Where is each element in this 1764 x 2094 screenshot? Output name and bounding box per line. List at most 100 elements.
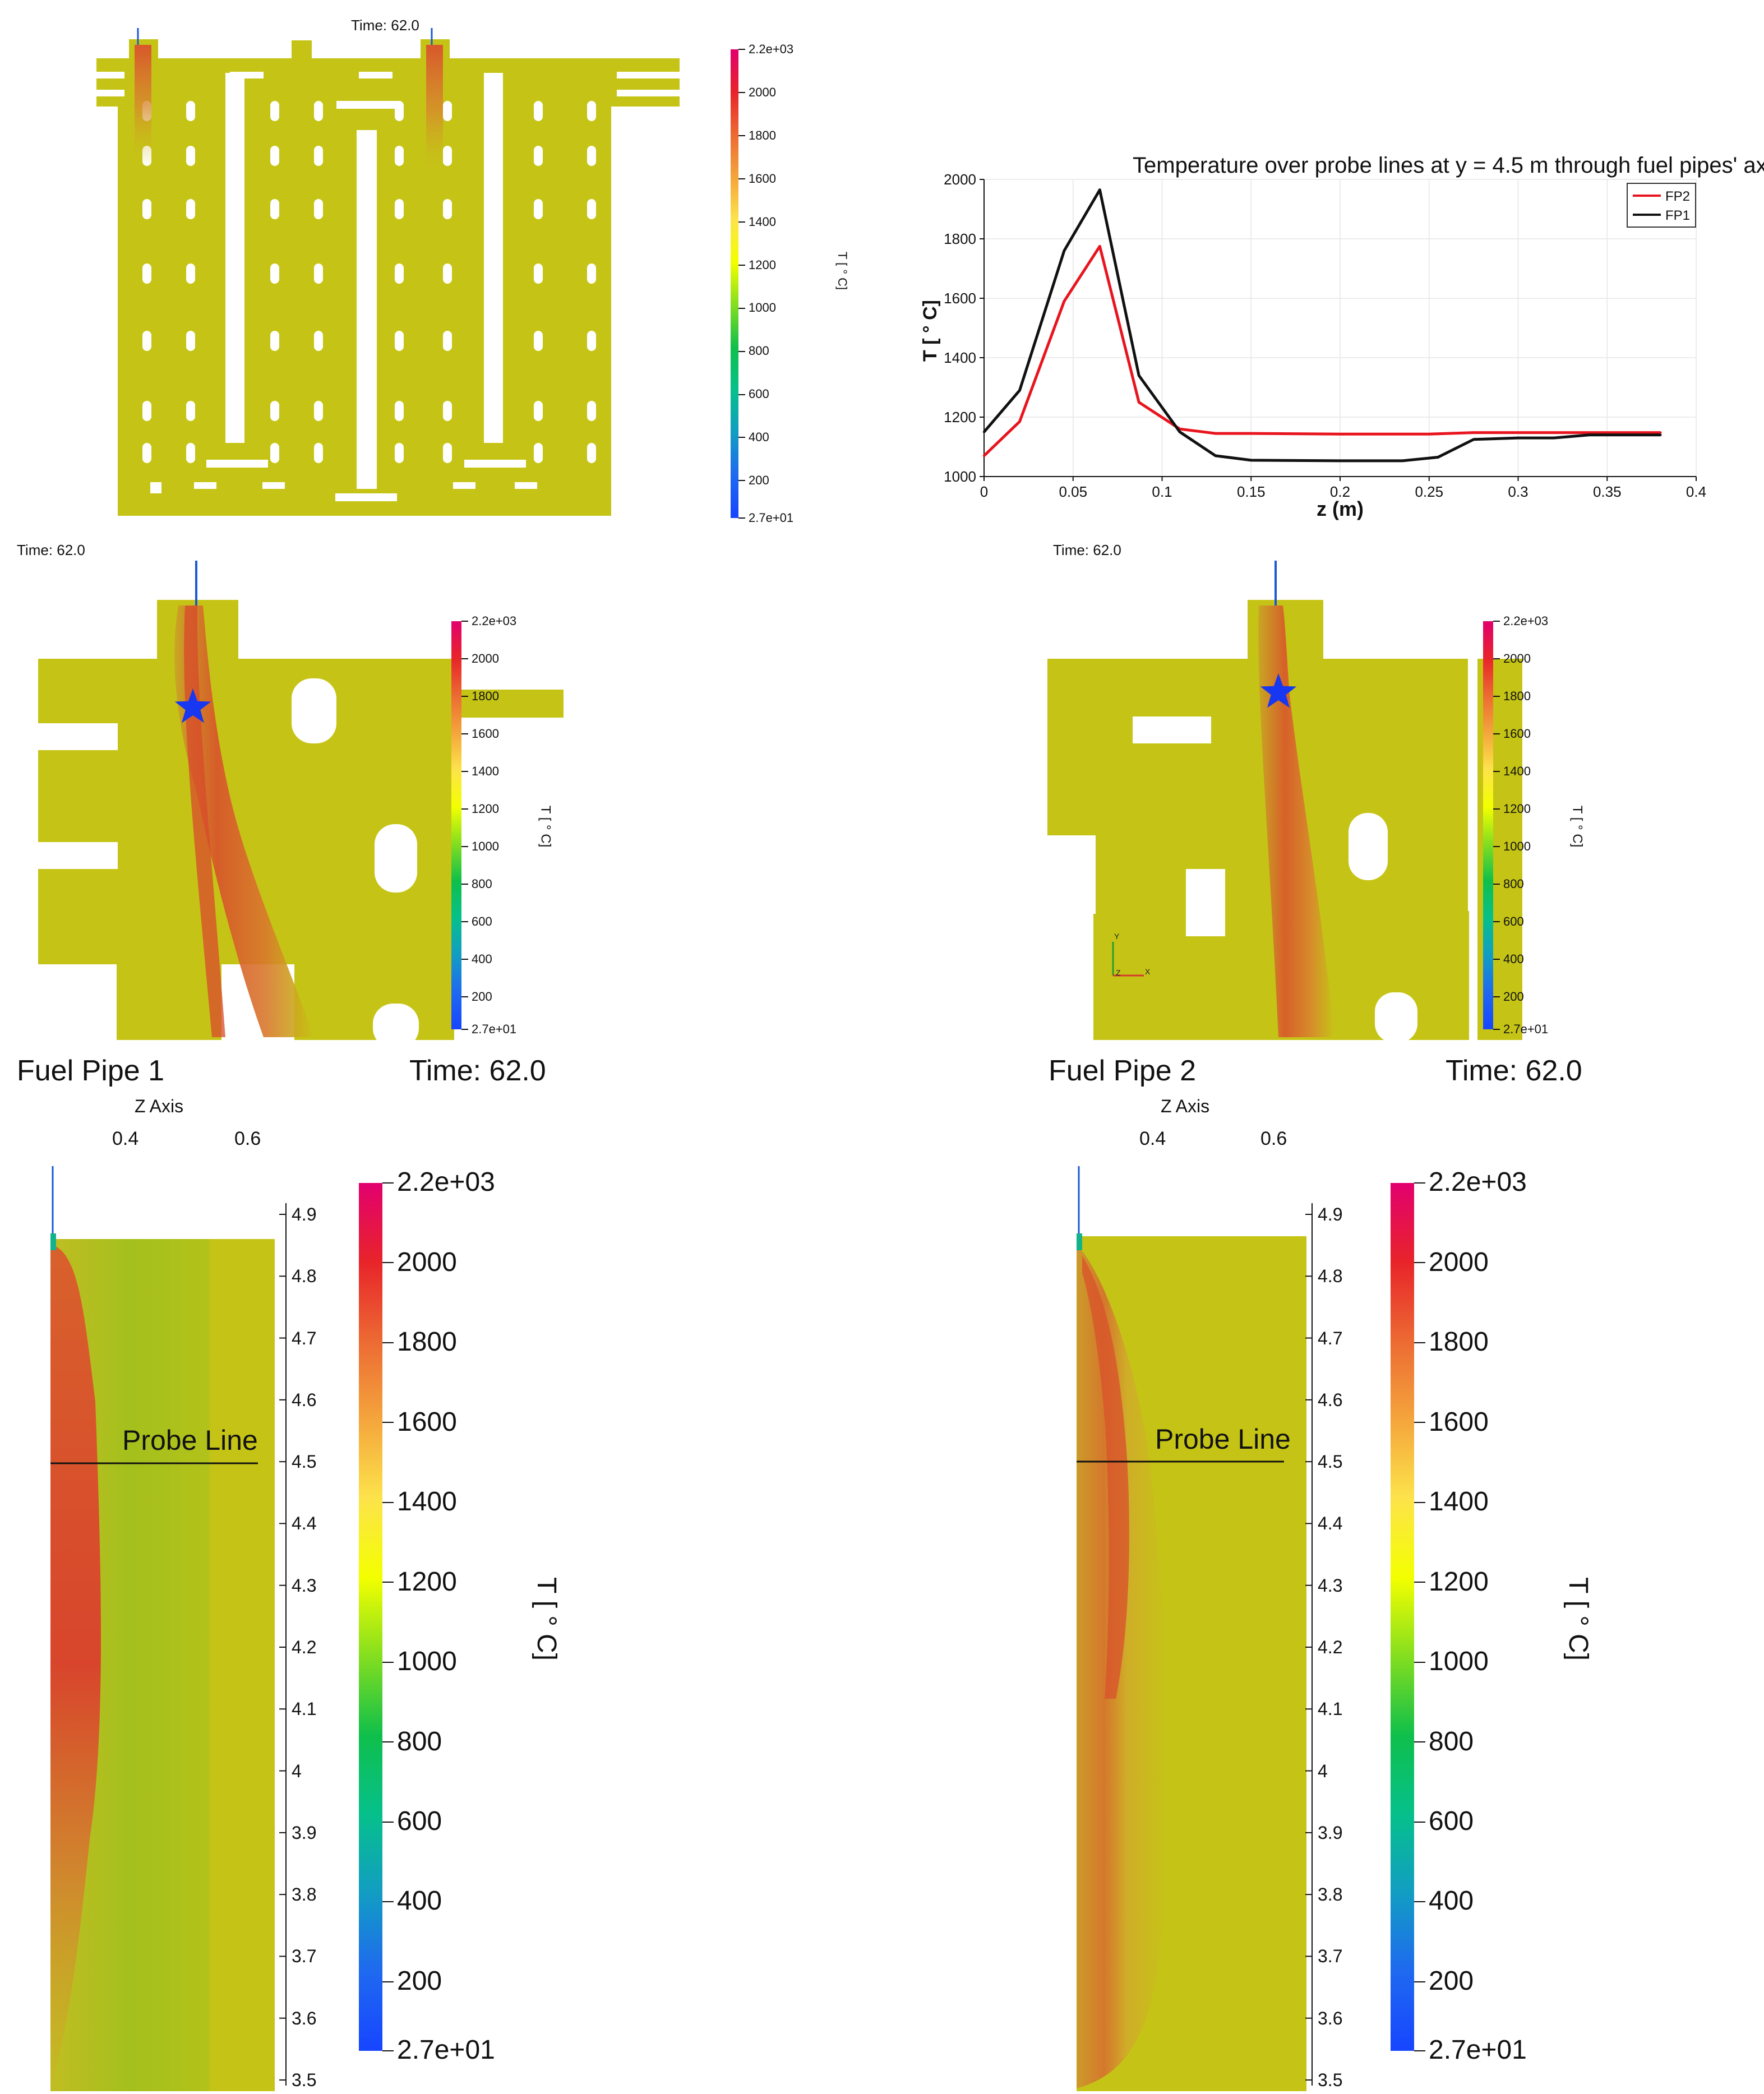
fp1-colorbar-label: 400 — [472, 951, 492, 966]
fp2-colorbar-title: T [ ° C] — [1569, 805, 1585, 848]
zoom1-colorbar-label: 2.7e+01 — [397, 2035, 495, 2065]
zoom1-colorbar-tick — [382, 1501, 394, 1503]
chart-x-tick-label: 0.35 — [1593, 483, 1622, 500]
overview-slot — [270, 443, 279, 463]
overview-slot — [443, 264, 452, 284]
data-point-fp2 — [983, 454, 985, 457]
zoom1-colorbar-tick — [382, 1422, 394, 1423]
zoom1-y-tick-label: 4.1 — [292, 1699, 317, 1719]
zoom1-y-tick-label: 3.5 — [292, 2070, 317, 2090]
overview-slot — [395, 101, 404, 121]
overview-colorbar-tick — [738, 394, 745, 395]
fp2-time-label: Time: 62.0 — [1053, 542, 1121, 558]
zoom1-y-tick-label: 3.6 — [292, 2008, 317, 2028]
fp2-time-big: Time: 62.0 — [1446, 1055, 1582, 1087]
overview-colorbar-tick — [738, 350, 745, 352]
fp2-colorbar-label: 800 — [1503, 876, 1524, 891]
zoom2-colorbar-tick — [1414, 2050, 1425, 2051]
overview-slot — [395, 199, 404, 219]
overview-colorbar-label: 400 — [749, 430, 769, 445]
overview-slot — [443, 146, 452, 166]
zoom1-colorbar-tick — [382, 1821, 394, 1823]
chart-y-tick-label: 1800 — [944, 230, 976, 247]
overview-slot — [186, 199, 195, 219]
fp1-colorbar-tick — [461, 621, 468, 622]
overview-colorbar-label: 1000 — [749, 301, 776, 315]
overview-slot — [587, 199, 596, 219]
overview-slot — [395, 146, 404, 166]
overview-slot — [186, 401, 195, 421]
zoom2-colorbar-label: 2000 — [1429, 1247, 1489, 1277]
zoom1-x-tick-1: 0.6 — [234, 1128, 261, 1149]
fp1-colorbar-tick — [461, 733, 468, 734]
zoom2-colorbar-tick — [1414, 1821, 1425, 1823]
zoom2-colorbar-tick — [1414, 1582, 1425, 1583]
chart-y-tick-label: 1600 — [944, 290, 976, 307]
zoom2-y-tick-label: 4.7 — [1318, 1328, 1343, 1348]
zoom1-colorbar-tick — [382, 1741, 394, 1743]
data-point-fp1 — [1063, 249, 1065, 252]
zoom1-y-tick-label: 4.6 — [292, 1389, 317, 1410]
fp2-colorbar-tick — [1493, 808, 1500, 810]
zoom1-y-tick-label: 4.5 — [292, 1452, 317, 1472]
overview-slot — [443, 199, 452, 219]
overview-slot — [395, 443, 404, 463]
overview-slot — [270, 331, 279, 351]
overview-colorbar-tick — [738, 178, 745, 179]
overview-slot — [534, 331, 543, 351]
zoom2-y-tick-label: 4.2 — [1318, 1637, 1343, 1657]
zoom2-y-tick-label: 4.8 — [1318, 1266, 1343, 1287]
fp2-section-plot: Y X Z — [1047, 561, 1522, 1043]
chart-x-tick-label: 0 — [980, 483, 988, 500]
overview-colorbar — [731, 49, 738, 518]
zoom1-y-tick-label: 4 — [292, 1760, 302, 1781]
data-point-fp1 — [1214, 454, 1217, 457]
data-point-fp1 — [1517, 437, 1520, 440]
data-point-fp2 — [1517, 431, 1520, 434]
plume-fp1-overview — [135, 45, 151, 168]
zoom2-y-tick-label: 4.3 — [1318, 1575, 1343, 1596]
zoom1-colorbar-tick — [382, 1342, 394, 1343]
overview-slot — [443, 401, 452, 421]
zoom2-plume — [1077, 1245, 1169, 2088]
zoom1-colorbar-tick — [382, 1981, 394, 1982]
data-point-fp2 — [1098, 245, 1101, 248]
zoom1-colorbar — [359, 1183, 382, 2051]
legend-label-fp1: FP1 — [1665, 208, 1690, 223]
zoom2-y-tick-label: 4.6 — [1318, 1389, 1343, 1410]
overview-slot — [443, 101, 452, 121]
overview-slot — [270, 401, 279, 421]
zoom2-y-tick-label: 4.5 — [1318, 1452, 1343, 1472]
overview-slot — [186, 443, 195, 463]
overview-colorbar-label: 1800 — [749, 128, 776, 142]
zoom2-colorbar — [1391, 1183, 1414, 2051]
fp2-colorbar-tick — [1493, 696, 1500, 697]
fp1-colorbar-label: 2.7e+01 — [472, 1021, 517, 1036]
chart-y-tick-label: 1200 — [944, 409, 976, 426]
fp2-colorbar — [1483, 621, 1493, 1029]
data-point-fp1 — [1401, 459, 1404, 462]
fp2-colorbar-label: 1400 — [1503, 764, 1531, 778]
data-point-fp2 — [1138, 401, 1140, 404]
data-point-fp1 — [1553, 437, 1555, 440]
overview-slot — [443, 443, 452, 463]
overview-colorbar-label: 600 — [749, 387, 769, 401]
chart-x-tick-label: 0.25 — [1415, 483, 1443, 500]
data-point-fp1 — [1098, 188, 1101, 191]
chart-gridlines — [983, 179, 1697, 477]
overview-slot — [186, 101, 195, 121]
fp1-section-plot — [38, 561, 564, 1048]
overview-colorbar-tick — [738, 437, 745, 438]
plume-fp2 — [1258, 605, 1334, 1037]
data-point-fp2 — [1339, 433, 1341, 436]
overview-colorbar-tick — [738, 307, 745, 309]
overview-slot — [587, 101, 596, 121]
overview-slot — [534, 199, 543, 219]
data-point-fp2 — [1570, 431, 1573, 434]
fp1-colorbar-label: 1600 — [472, 726, 499, 741]
data-point-fp1 — [1138, 374, 1140, 377]
zoom1-colorbar-label: 600 — [397, 1806, 442, 1836]
overview-time-label: Time: 62.0 — [351, 17, 419, 34]
zoom1-colorbar-label: 1600 — [397, 1407, 457, 1437]
fp1-colorbar-tick — [461, 808, 468, 810]
